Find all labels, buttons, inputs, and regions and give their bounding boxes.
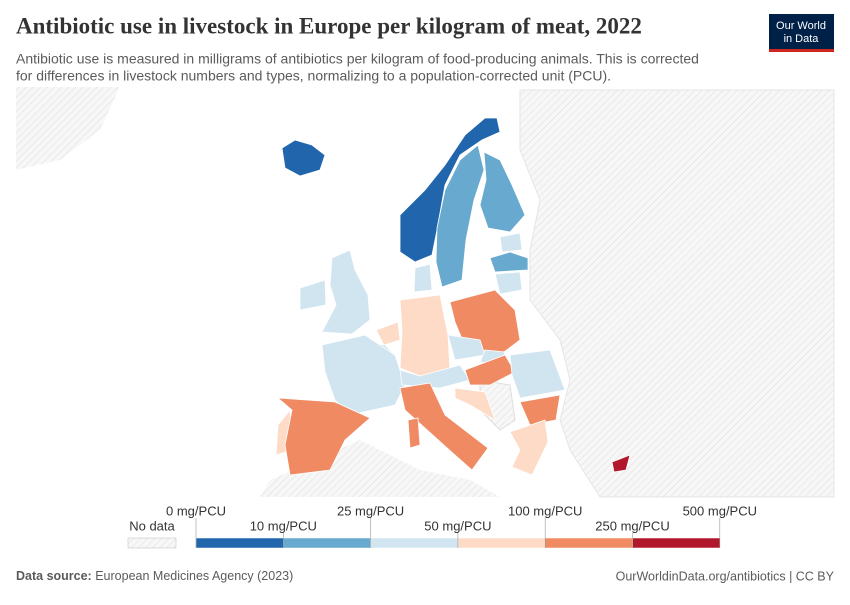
country (435, 144, 485, 288)
legend-swatch (195, 537, 284, 549)
legend-label: 500 mg/PCU (683, 503, 757, 518)
country (399, 382, 489, 471)
country (399, 294, 451, 377)
source-text: European Medicines Agency (2023) (95, 569, 293, 583)
logo-text: in Data (784, 33, 820, 45)
logo-text: Our World (776, 20, 826, 32)
country (321, 334, 406, 416)
legend-swatch (544, 537, 633, 549)
country (321, 249, 371, 335)
legend-swatch (457, 537, 546, 549)
country (281, 139, 326, 177)
country (494, 271, 523, 295)
title: Antibiotic use in livestock in Europe pe… (16, 13, 642, 38)
subtitle: Antibiotic use is measured in milligrams… (16, 51, 699, 67)
country (509, 419, 549, 476)
no-data-label: No data (129, 518, 175, 533)
no-data-area (519, 89, 835, 498)
legend-swatch (283, 537, 371, 549)
country (299, 279, 327, 311)
country (399, 117, 501, 263)
no-data-swatch (127, 537, 177, 549)
link[interactable]: OurWorldinData.org/antibiotics | CC BY (616, 569, 835, 583)
country (611, 454, 631, 473)
legend-swatch (370, 537, 459, 549)
no-data-area (260, 440, 500, 497)
no-data-area (16, 87, 120, 170)
country (464, 354, 516, 386)
legend-label: 0 mg/PCU (166, 503, 226, 518)
logo-box (769, 14, 834, 52)
country (407, 417, 421, 449)
subtitle: for differences in livestock numbers and… (16, 68, 611, 84)
country (454, 387, 496, 421)
legend-label: 25 mg/PCU (337, 503, 404, 518)
logo-bar (769, 49, 834, 52)
source-label: Data source: (16, 569, 92, 583)
map (16, 87, 835, 498)
legend-label: 250 mg/PCU (595, 518, 669, 533)
logo[interactable]: Our World in Data (769, 14, 834, 52)
country (413, 263, 433, 293)
legend: No data 0 mg/PCU 10 mg/PCU 25 mg/PCU 50 mg/… (127, 503, 757, 549)
legend-label: 100 mg/PCU (508, 503, 582, 518)
source: Data source: European Medicines Agency (… (16, 569, 293, 583)
country (519, 394, 561, 426)
country (499, 232, 523, 253)
country (489, 251, 529, 273)
country (509, 349, 566, 399)
legend-label: 10 mg/PCU (250, 518, 317, 533)
country (479, 151, 526, 233)
legend-swatch (632, 537, 721, 549)
country (375, 321, 401, 346)
country (276, 397, 371, 476)
legend-label: 50 mg/PCU (424, 518, 491, 533)
